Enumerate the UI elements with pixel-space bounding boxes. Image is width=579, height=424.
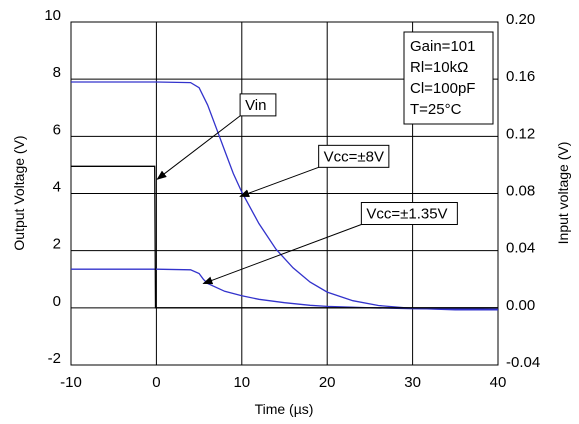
y2-tick-label: 0.16	[506, 68, 535, 85]
series-group	[71, 81, 499, 311]
series-line	[71, 165, 498, 309]
y2-tick-label: 0.12	[506, 125, 535, 142]
x-tick-label: -10	[60, 374, 82, 391]
tick-labels: -10 0 10 20 30 40 -2 0 2 4 6 8 10 -0.04 0.00 0.04 0.08 0.…	[44, 7, 540, 391]
series-line	[71, 81, 498, 311]
annotation-arrow	[202, 224, 362, 285]
y-tick-label: 0	[53, 293, 61, 310]
y2-tick-label: 0.08	[506, 183, 535, 200]
y2-tick-label: 0.00	[506, 297, 535, 314]
y-tick-label: 8	[53, 64, 61, 81]
annotation-box	[239, 93, 277, 117]
x-tick-label: 30	[404, 374, 421, 391]
annotation-box	[318, 144, 390, 168]
annotation-label: Vin	[245, 97, 266, 114]
annotation-arrow	[239, 166, 319, 197]
y-axis-label: Output Voltage (V)	[11, 135, 27, 250]
annotation-box	[360, 202, 458, 226]
y-tick-label: 6	[53, 121, 61, 138]
y-tick-label: 10	[44, 7, 61, 24]
annotation-label: Vcc=±8V	[324, 148, 384, 165]
x-tick-label: 40	[490, 374, 507, 391]
y-tick-label: -2	[48, 350, 61, 367]
info-box-line: Cl=100pF	[410, 80, 475, 97]
annotation-arrow	[156, 115, 241, 180]
y2-tick-label: 0.04	[506, 240, 535, 257]
y-tick-label: 2	[53, 236, 61, 253]
x-tick-label: 20	[319, 374, 336, 391]
y-tick-label: 4	[53, 179, 61, 196]
info-box-line: T=25°C	[410, 101, 462, 118]
info-box-frame	[403, 31, 494, 125]
x-axis-label: Time (µs)	[255, 401, 314, 417]
x-tick-label: 10	[233, 374, 250, 391]
y2-tick-label: 0.20	[506, 11, 535, 28]
info-box: Gain=101 Rl=10kΩ Cl=100pF T=25°C	[403, 31, 494, 125]
annotations-group: Vin Vcc=±8V Vcc=±1.35V	[156, 93, 458, 285]
x-tick-label: 0	[152, 374, 160, 391]
info-box-line: Rl=10kΩ	[410, 59, 468, 76]
y2-axis-label: Input voltage (V)	[555, 142, 571, 245]
info-box-line: Gain=101	[410, 38, 475, 55]
y2-tick-label: -0.04	[506, 354, 540, 371]
annotation-label: Vcc=±1.35V	[366, 206, 447, 223]
